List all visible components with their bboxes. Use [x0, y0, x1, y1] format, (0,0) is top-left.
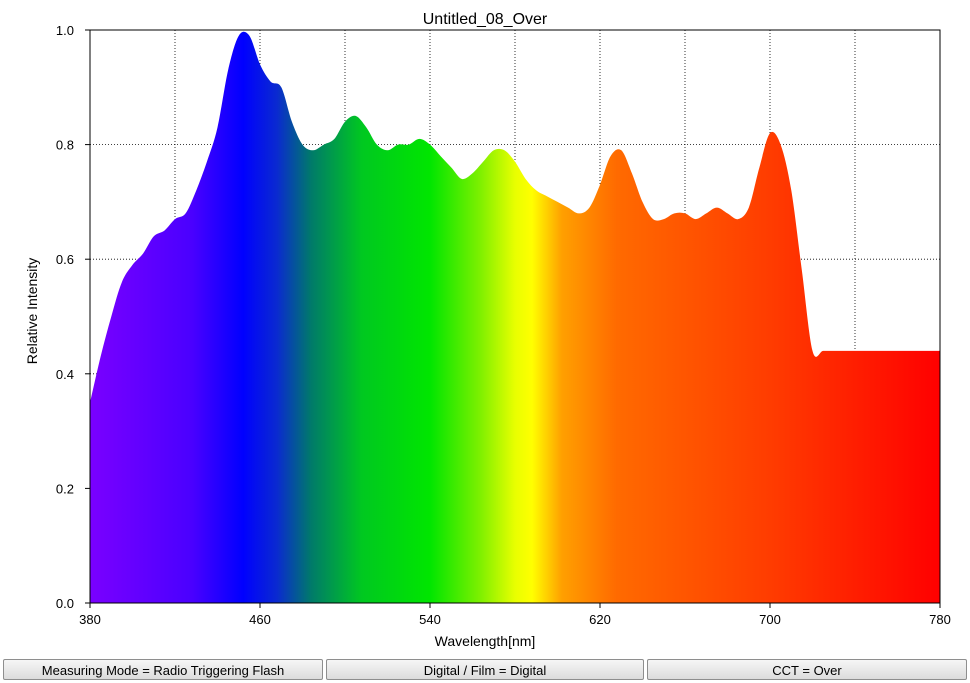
- digital-film-status[interactable]: Digital / Film = Digital: [326, 659, 644, 680]
- status-bar: Measuring Mode = Radio Triggering Flash …: [0, 656, 970, 683]
- y-axis: 0.0 0.2 0.4 0.6 0.8 1.0: [56, 23, 90, 611]
- x-tick-label: 380: [79, 612, 101, 627]
- x-tick-label: 620: [589, 612, 611, 627]
- y-tick-label: 1.0: [56, 23, 74, 38]
- spectrum-chart: Untitled_08_Over 380 460 540 620 700 780 0.00…: [24, 11, 951, 649]
- cct-status[interactable]: CCT = Over: [647, 659, 967, 680]
- x-axis-label: Wavelength[nm]: [435, 633, 536, 649]
- spectrum-area: [90, 31, 940, 604]
- y-tick-label: 0.8: [56, 138, 74, 153]
- x-axis: 380 460 540 620 700 780: [79, 603, 951, 627]
- x-tick-label: 780: [929, 612, 951, 627]
- y-tick-label: 0.4: [56, 367, 74, 382]
- y-axis-label: Relative Intensity: [24, 258, 40, 365]
- plot-frame: [89, 29, 941, 604]
- chart-title: Untitled_08_Over: [423, 11, 548, 28]
- x-tick-label: 700: [759, 612, 781, 627]
- measuring-mode-status[interactable]: Measuring Mode = Radio Triggering Flash: [3, 659, 323, 680]
- x-tick-label: 540: [419, 612, 441, 627]
- y-tick-label: 0.6: [56, 252, 74, 267]
- y-tick-label: 0.2: [56, 481, 74, 496]
- x-tick-label: 460: [249, 612, 271, 627]
- y-tick-label: 0.0: [56, 596, 74, 611]
